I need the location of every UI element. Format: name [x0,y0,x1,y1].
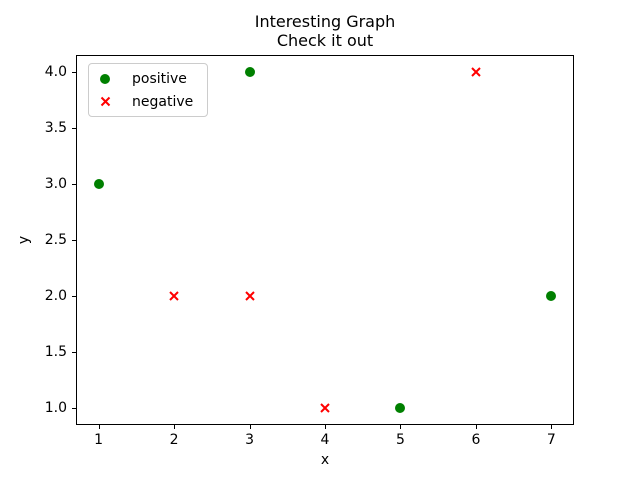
legend: positive negative [88,63,209,117]
x-tick [551,425,553,429]
y-tick [72,352,76,354]
chart-title: Interesting Graph [254,12,396,31]
x-tick-label: 6 [471,432,481,448]
y-tick [72,183,76,185]
y-tick-label: 1.0 [44,400,67,417]
y-axis-label: y [16,235,32,245]
x-tick-label: 3 [245,432,254,448]
circle-marker-icon [244,66,255,77]
y-tick [72,71,76,73]
x-marker-icon [169,291,180,302]
y-tick [72,296,76,298]
x-tick [174,425,176,429]
y-tick-label: 2.5 [44,232,67,248]
x-tick [475,425,477,429]
data-point-positive [244,66,255,77]
x-marker-icon [244,291,255,302]
x-marker-icon [470,66,481,77]
legend-marker [97,73,113,84]
legend-item-positive: positive [97,67,193,90]
x-tick [325,425,326,429]
y-tick-label: 4.0 [44,63,67,80]
circle-marker-icon [100,73,110,84]
data-point-negative [244,291,255,302]
data-point-negative [320,403,331,414]
x-tick-label: 1 [94,432,104,448]
y-tick-label: 3.0 [44,175,67,192]
legend-item-negative: negative [97,90,193,113]
y-tick-label: 2.0 [44,288,67,305]
x-tick-label: 4 [320,432,330,448]
circle-marker-icon [93,178,104,189]
data-point-positive [395,403,406,414]
y-tick-label: 3.5 [44,119,67,136]
plot-area: positive negative [76,55,574,425]
x-axis-label: x [320,452,330,468]
legend-label: negative [132,93,194,110]
x-tick-label: 5 [395,432,405,448]
circle-marker-icon [395,403,406,414]
x-tick [249,425,251,429]
data-point-positive [546,291,557,302]
y-tick [72,127,76,129]
y-tick [72,240,76,241]
x-tick [98,425,100,429]
chart-title-block: Interesting Graph Check it out [255,12,396,50]
y-tick-label: 1.5 [44,344,67,361]
data-point-negative [169,291,180,302]
x-marker-icon [100,96,111,107]
chart-subtitle: Check it out [276,31,374,50]
data-point-negative [470,66,481,77]
legend-marker [97,96,113,107]
data-point-positive [93,178,104,189]
x-tick [400,425,402,429]
x-tick-label: 7 [546,432,556,448]
circle-marker-icon [546,291,557,302]
y-tick [72,408,76,410]
x-marker-icon [320,403,331,414]
legend-label: positive [132,70,187,87]
x-tick-label: 2 [169,432,179,448]
